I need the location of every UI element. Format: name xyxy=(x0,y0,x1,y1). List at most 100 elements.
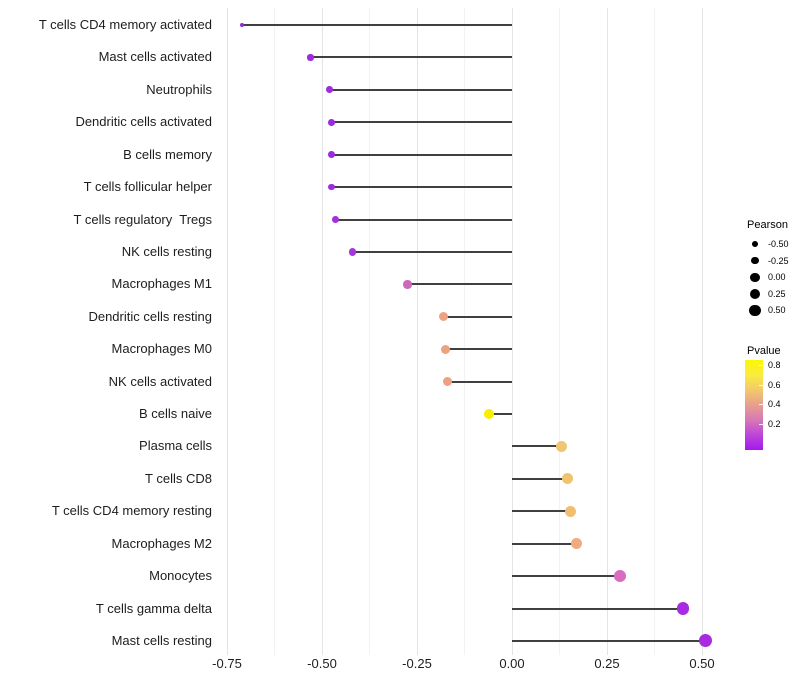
x-axis-tick-label: -0.50 xyxy=(307,656,337,671)
plot-panel xyxy=(220,8,728,655)
pvalue-tick-mark xyxy=(759,384,763,386)
x-axis-tick-label: -0.25 xyxy=(402,656,432,671)
lollipop-dot xyxy=(484,409,495,419)
legend-pvalue-title: Pvalue xyxy=(747,345,781,357)
lollipop-stem xyxy=(445,348,512,351)
pvalue-tick-label: 0.4 xyxy=(768,399,781,409)
legend-pearson-dot xyxy=(749,288,761,300)
x-axis-tick-label: 0.00 xyxy=(499,656,525,671)
y-axis-label: Macrophages M2 xyxy=(111,535,212,551)
gridline-minor xyxy=(274,8,275,655)
y-axis-label: Dendritic cells activated xyxy=(75,114,212,130)
gridline-major xyxy=(321,8,323,655)
x-axis-tick-label: 0.50 xyxy=(689,656,715,671)
gridline-major xyxy=(416,8,418,655)
pvalue-tick-mark xyxy=(759,423,763,425)
lollipop-dot xyxy=(240,23,245,27)
lollipop-dot xyxy=(555,440,567,452)
legend-pearson-label: 0.25 xyxy=(768,288,786,299)
lollipop-stem xyxy=(407,283,512,286)
lollipop-stem xyxy=(512,607,683,610)
lollipop-stem xyxy=(512,575,621,578)
y-axis-label: Neutrophils xyxy=(146,81,212,97)
gridline-major xyxy=(701,8,703,655)
gridline-minor xyxy=(369,8,370,655)
lollipop-dot xyxy=(326,86,333,94)
y-axis-label: T cells CD8 xyxy=(145,470,212,486)
lollipop-stem xyxy=(512,510,571,513)
y-axis-label: Mast cells resting xyxy=(111,632,212,648)
lollipop-dot xyxy=(439,312,449,322)
lollipop-stem xyxy=(329,88,512,91)
pvalue-tick-mark xyxy=(759,365,763,366)
gridline-minor xyxy=(464,8,465,655)
x-axis-tick-label: 0.25 xyxy=(594,656,620,671)
lollipop-stem xyxy=(242,24,512,26)
y-axis-label: B cells memory xyxy=(123,146,212,162)
legend-pearson-dot xyxy=(751,256,759,265)
lollipop-dot xyxy=(440,344,451,354)
legend-pearson-dot xyxy=(750,272,760,282)
legend-pearson-label: -0.25 xyxy=(768,255,789,266)
y-axis-label: Plasma cells xyxy=(139,438,212,454)
y-axis-label: T cells regulatory Tregs xyxy=(73,211,212,227)
lollipop-stem xyxy=(331,153,512,156)
lollipop-dot xyxy=(348,248,357,256)
lollipop-stem xyxy=(512,542,577,545)
y-axis-label: T cells CD4 memory activated xyxy=(38,17,212,32)
lollipop-stem xyxy=(447,380,512,383)
lollipop-stem xyxy=(331,121,512,124)
lollipop-dot xyxy=(328,118,335,126)
pvalue-tick-label: 0.6 xyxy=(768,379,781,390)
pvalue-tick-label: 0.2 xyxy=(768,418,781,429)
lollipop-dot xyxy=(331,216,339,223)
y-axis-label: T cells follicular helper xyxy=(83,179,212,195)
y-axis-label: Monocytes xyxy=(149,568,212,584)
lollipop-dot xyxy=(570,538,583,550)
gridline-minor xyxy=(559,8,560,655)
lollipop-stem xyxy=(512,445,562,448)
lollipop-dot xyxy=(307,54,314,61)
gridline-major xyxy=(606,8,608,655)
legend-pearson-title: Pearson xyxy=(747,219,788,231)
lollipop-stem xyxy=(352,250,512,253)
gridline-minor xyxy=(654,8,655,655)
y-axis-label: T cells gamma delta xyxy=(95,600,212,616)
lollipop-dot xyxy=(699,634,713,648)
lollipop-stem xyxy=(310,56,512,59)
legend-pearson-label: -0.50 xyxy=(768,239,789,249)
y-axis-label: B cells naive xyxy=(139,406,212,422)
lollipop-stem xyxy=(512,477,568,480)
legend-pearson-label: 0.00 xyxy=(768,272,786,283)
lollipop-stem xyxy=(443,315,512,318)
lollipop-dot xyxy=(442,377,452,387)
lollipop-dot xyxy=(328,151,335,159)
lollipop-dot xyxy=(403,280,412,289)
lollipop-dot xyxy=(614,570,627,583)
legend-pearson-dot xyxy=(749,304,761,317)
lollipop-stem xyxy=(335,218,512,221)
x-axis-tick-label: -0.75 xyxy=(212,656,242,671)
lollipop-dot xyxy=(676,602,690,615)
pvalue-colorbar xyxy=(745,360,763,450)
legend-pearson-label: 0.50 xyxy=(768,305,786,316)
y-axis-label: NK cells resting xyxy=(121,243,212,259)
y-axis-label: Mast cells activated xyxy=(98,49,212,65)
y-axis-label: T cells CD4 memory resting xyxy=(51,503,212,519)
lollipop-dot xyxy=(565,505,577,517)
pvalue-tick-label: 0.8 xyxy=(768,360,781,370)
y-axis-label: Macrophages M0 xyxy=(111,341,212,357)
lollipop-dot xyxy=(328,183,335,191)
y-axis-label: NK cells activated xyxy=(108,373,212,389)
gridline-major xyxy=(511,8,513,655)
y-axis-label: Macrophages M1 xyxy=(111,276,212,292)
pvalue-tick-mark xyxy=(759,404,763,405)
lollipop-stem xyxy=(331,186,512,189)
lollipop-dot xyxy=(561,473,573,485)
gridline-major xyxy=(226,8,228,655)
y-axis-label: Dendritic cells resting xyxy=(88,308,212,324)
lollipop-stem xyxy=(512,639,706,642)
legend-pearson-dot xyxy=(752,241,758,247)
lollipop-stem xyxy=(489,413,512,416)
